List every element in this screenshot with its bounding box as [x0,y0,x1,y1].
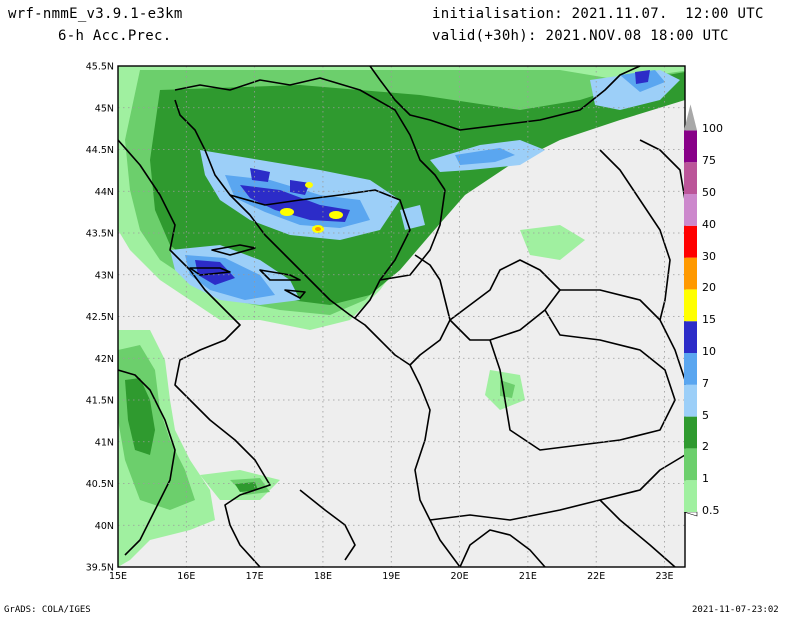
colorbar-segment [684,321,697,353]
longitude-tick-label: 17E [246,571,264,582]
colorbar-label: 1 [702,472,709,486]
latitude-tick-label: 45.5N [86,62,114,73]
longitude-tick-label: 20E [451,571,469,582]
colorbar-label: 40 [702,217,716,231]
latitude-tick-label: 45N [95,103,114,114]
colorbar-top-cap [684,104,697,131]
longitude-tick-label: 23E [655,571,673,582]
longitude-tick-label: 18E [314,571,332,582]
colorbar-segment [684,353,697,385]
latitude-tick-label: 44.5N [86,145,114,156]
precip-field [118,66,685,567]
gridlines [118,66,685,567]
latitude-tick-label: 39.5N [86,563,114,574]
colorbar-label: 20 [702,281,716,295]
colorbar-label: 0.5 [702,504,720,517]
colorbar-segment [684,257,697,290]
model-name: wrf-nmmE_v3.9.1-e3km [8,6,183,22]
colorbar-segment [684,225,697,258]
colorbar-segment [684,416,697,449]
colorbar-label: 75 [702,154,716,168]
latitude-tick-label: 43N [95,270,114,281]
latitude-tick-label: 44N [95,187,114,198]
colorbar-segment [684,130,697,163]
latitude-tick-label: 40.5N [86,479,114,490]
latitude-tick-label: 43.5N [86,229,114,240]
footer-timestamp: 2021-11-07-23:02 [692,605,779,615]
longitude-tick-label: 21E [519,571,537,582]
colorbar [683,104,698,517]
colorbar-segment [684,384,697,417]
latitude-labels: 39.5N 40N 40.5N 41N 41.5N 42N 42.5N 43N 43.5N 44N… [86,62,114,574]
colorbar-bottom-cap [683,511,698,517]
colorbar-label: 7 [702,376,709,390]
colorbar-segment [684,194,697,226]
footer-credit: GrADS: COLA/IGES [4,605,91,615]
colorbar-label: 100 [702,122,723,136]
colorbar-segment [684,480,697,512]
colorbar-label: 10 [702,345,716,358]
colorbar-label: 2 [702,440,709,454]
colorbar-label: 15 [702,313,716,327]
colorbar-label: 5 [702,408,709,422]
field-name: 6-h Acc.Prec. [58,28,172,44]
colorbar-segment [684,162,697,194]
latitude-tick-label: 41.5N [86,396,114,407]
latitude-tick-label: 42N [95,354,114,365]
longitude-tick-label: 19E [382,571,400,582]
colorbar-label: 30 [702,249,716,263]
colorbar-segment [684,289,697,322]
longitude-labels: 15E 16E 17E 18E 19E 20E 21E 22E 23E [109,571,674,582]
longitude-tick-label: 22E [587,571,605,582]
latitude-tick-label: 40N [95,521,114,532]
colorbar-segment [684,448,697,481]
latitude-tick-label: 41N [95,437,114,448]
valid-time: valid(+30h): 2021.NOV.08 18:00 UTC [432,28,729,44]
longitude-tick-label: 15E [109,571,127,582]
colorbar-label: 50 [702,186,716,199]
longitude-tick-label: 16E [177,571,195,582]
init-time: initialisation: 2021.11.07. 12:00 UTC [432,6,764,22]
latitude-tick-label: 42.5N [86,312,114,323]
